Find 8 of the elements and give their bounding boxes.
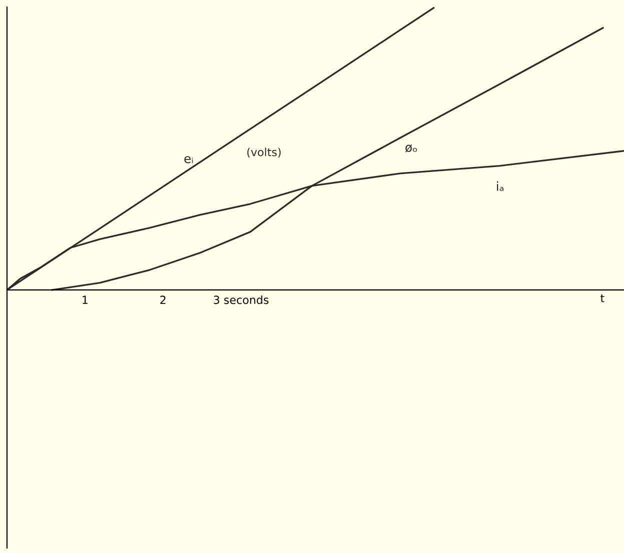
x-tick-label: 3 seconds <box>214 295 268 304</box>
x-tick-label: 1 <box>82 296 88 304</box>
annotation: (volts) <box>247 148 281 158</box>
x-axis-title: t <box>600 294 604 302</box>
series-label: eᵢ <box>184 156 193 164</box>
x-tick-label: 2 <box>160 296 166 304</box>
series-label: iₐ <box>496 181 504 191</box>
series-label: øₒ <box>405 144 417 152</box>
